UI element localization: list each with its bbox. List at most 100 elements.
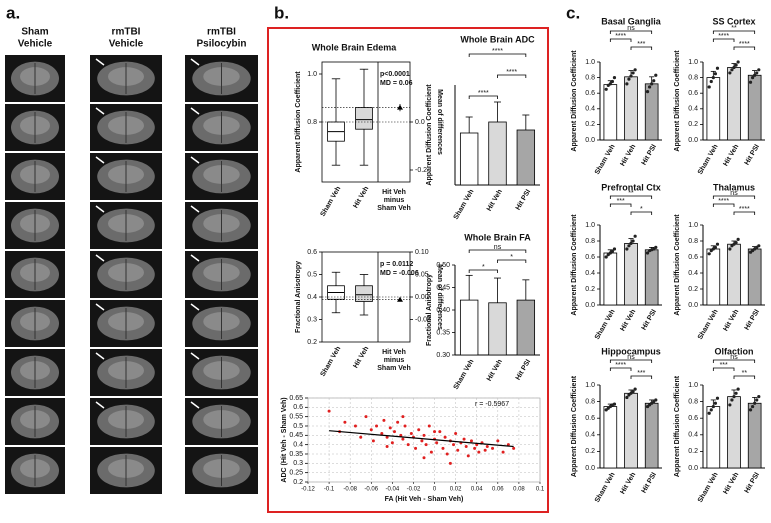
data-point [385, 435, 389, 439]
tick-label: 0.6 [688, 254, 698, 261]
bar [706, 248, 721, 306]
column-header: rmTBI [112, 27, 141, 38]
significance-bracket [733, 375, 756, 379]
data-point [433, 430, 437, 434]
data-point [382, 418, 386, 422]
tick-label: 0.6 [688, 415, 698, 422]
data-point [401, 437, 405, 441]
data-point [730, 398, 734, 402]
annotation: MD = -0.006 [380, 270, 419, 277]
data-point [612, 247, 617, 251]
annotation: MD = 0.06 [380, 80, 413, 87]
column-header: Psilocybin [196, 39, 246, 50]
data-point [462, 437, 466, 441]
category-label: Hit Veh [619, 143, 637, 167]
data-point [380, 431, 384, 435]
data-point [401, 415, 405, 419]
category-label: Sham Veh [697, 143, 720, 175]
y-axis-label: Fractional Anisotropy [426, 274, 433, 346]
data-point [648, 85, 652, 89]
significance-label: **** [718, 198, 729, 205]
category-label: Sham Veh [594, 471, 617, 503]
tick-label: 0.45 [289, 432, 303, 439]
significance-label: ns [627, 354, 635, 361]
significance-bracket [468, 269, 498, 273]
significance-label: * [640, 206, 643, 213]
chart-title: Hippocampus [601, 346, 661, 356]
tick-label: 1.0 [688, 222, 698, 229]
significance-label: ns [627, 25, 635, 32]
difference-label: Hit Veh [382, 349, 406, 356]
significance-label: **** [615, 362, 626, 369]
significance-label: ns [494, 244, 502, 251]
data-point [399, 433, 403, 437]
significance-label: *** [617, 198, 625, 205]
difference-point [397, 104, 403, 110]
data-point [438, 430, 442, 434]
bar [459, 299, 479, 356]
lesion-marker [190, 205, 200, 213]
data-point [385, 445, 389, 449]
tick-label: 0.6 [585, 415, 595, 422]
data-point [343, 420, 347, 424]
data-point [429, 450, 433, 454]
data-point [753, 401, 757, 405]
tick-label: 0.04 [471, 487, 483, 493]
tick-label: 1.0 [688, 382, 698, 389]
data-point [732, 65, 736, 70]
bar [706, 406, 721, 469]
data-point [757, 395, 761, 399]
data-point [422, 456, 426, 460]
tick-label: 0.30 [436, 352, 450, 359]
data-point [359, 435, 363, 439]
lesion-marker [95, 254, 105, 262]
tick-label: 0.3 [307, 316, 317, 323]
significance-bracket [712, 359, 756, 363]
tick-label: 0.6 [293, 404, 303, 411]
category-label: Sham Veh [453, 188, 476, 220]
y-axis-label: Apparent Diffusion Coefficient [571, 50, 578, 152]
significance-label: **** [739, 41, 750, 48]
tick-label: -0.08 [343, 487, 357, 493]
plot-frame [307, 397, 541, 483]
tick-label: 0.02 [450, 487, 462, 493]
chart-title: Whole Brain ADC [460, 34, 535, 44]
data-point [753, 73, 757, 77]
data-point [713, 401, 718, 405]
data-point [736, 60, 740, 64]
lesion-marker [95, 107, 105, 115]
annotation: p = 0.0112 [380, 261, 413, 268]
data-point [654, 398, 658, 402]
bar [516, 129, 536, 186]
tick-label: 0.0 [585, 302, 595, 309]
data-point [512, 446, 516, 450]
x-axis-label: FA (Hit Veh - Sham Veh) [385, 496, 464, 503]
significance-label: **** [739, 206, 750, 213]
data-point [736, 387, 740, 391]
lesion-marker [190, 107, 200, 115]
significance-bracket [733, 211, 756, 215]
significance-label: **** [478, 90, 489, 97]
bar [624, 392, 638, 469]
data-point [466, 454, 470, 458]
data-point [477, 450, 481, 454]
lesion-marker [95, 205, 105, 213]
tick-label: 0.4 [688, 270, 698, 277]
bar [727, 67, 741, 141]
data-point [755, 398, 759, 402]
difference-label: Sham Veh [377, 365, 410, 372]
tick-label: -0.12 [301, 487, 315, 493]
y-axis-label: Apparent Diffusion Coefficient [571, 375, 578, 477]
tick-label: 0.2 [688, 448, 698, 455]
data-point [757, 244, 761, 248]
tick-label: 0.2 [688, 286, 698, 293]
category-label: Hit Veh [352, 345, 370, 369]
data-point [715, 242, 720, 246]
tick-label: 0.4 [688, 106, 698, 113]
tick-label: -0.04 [386, 487, 400, 493]
annotation: r = -0.5967 [475, 401, 509, 408]
y-axis-label: Apparent Diffusion Coefficient [426, 84, 433, 186]
tick-label: 0.8 [688, 238, 698, 245]
data-point [625, 247, 629, 251]
